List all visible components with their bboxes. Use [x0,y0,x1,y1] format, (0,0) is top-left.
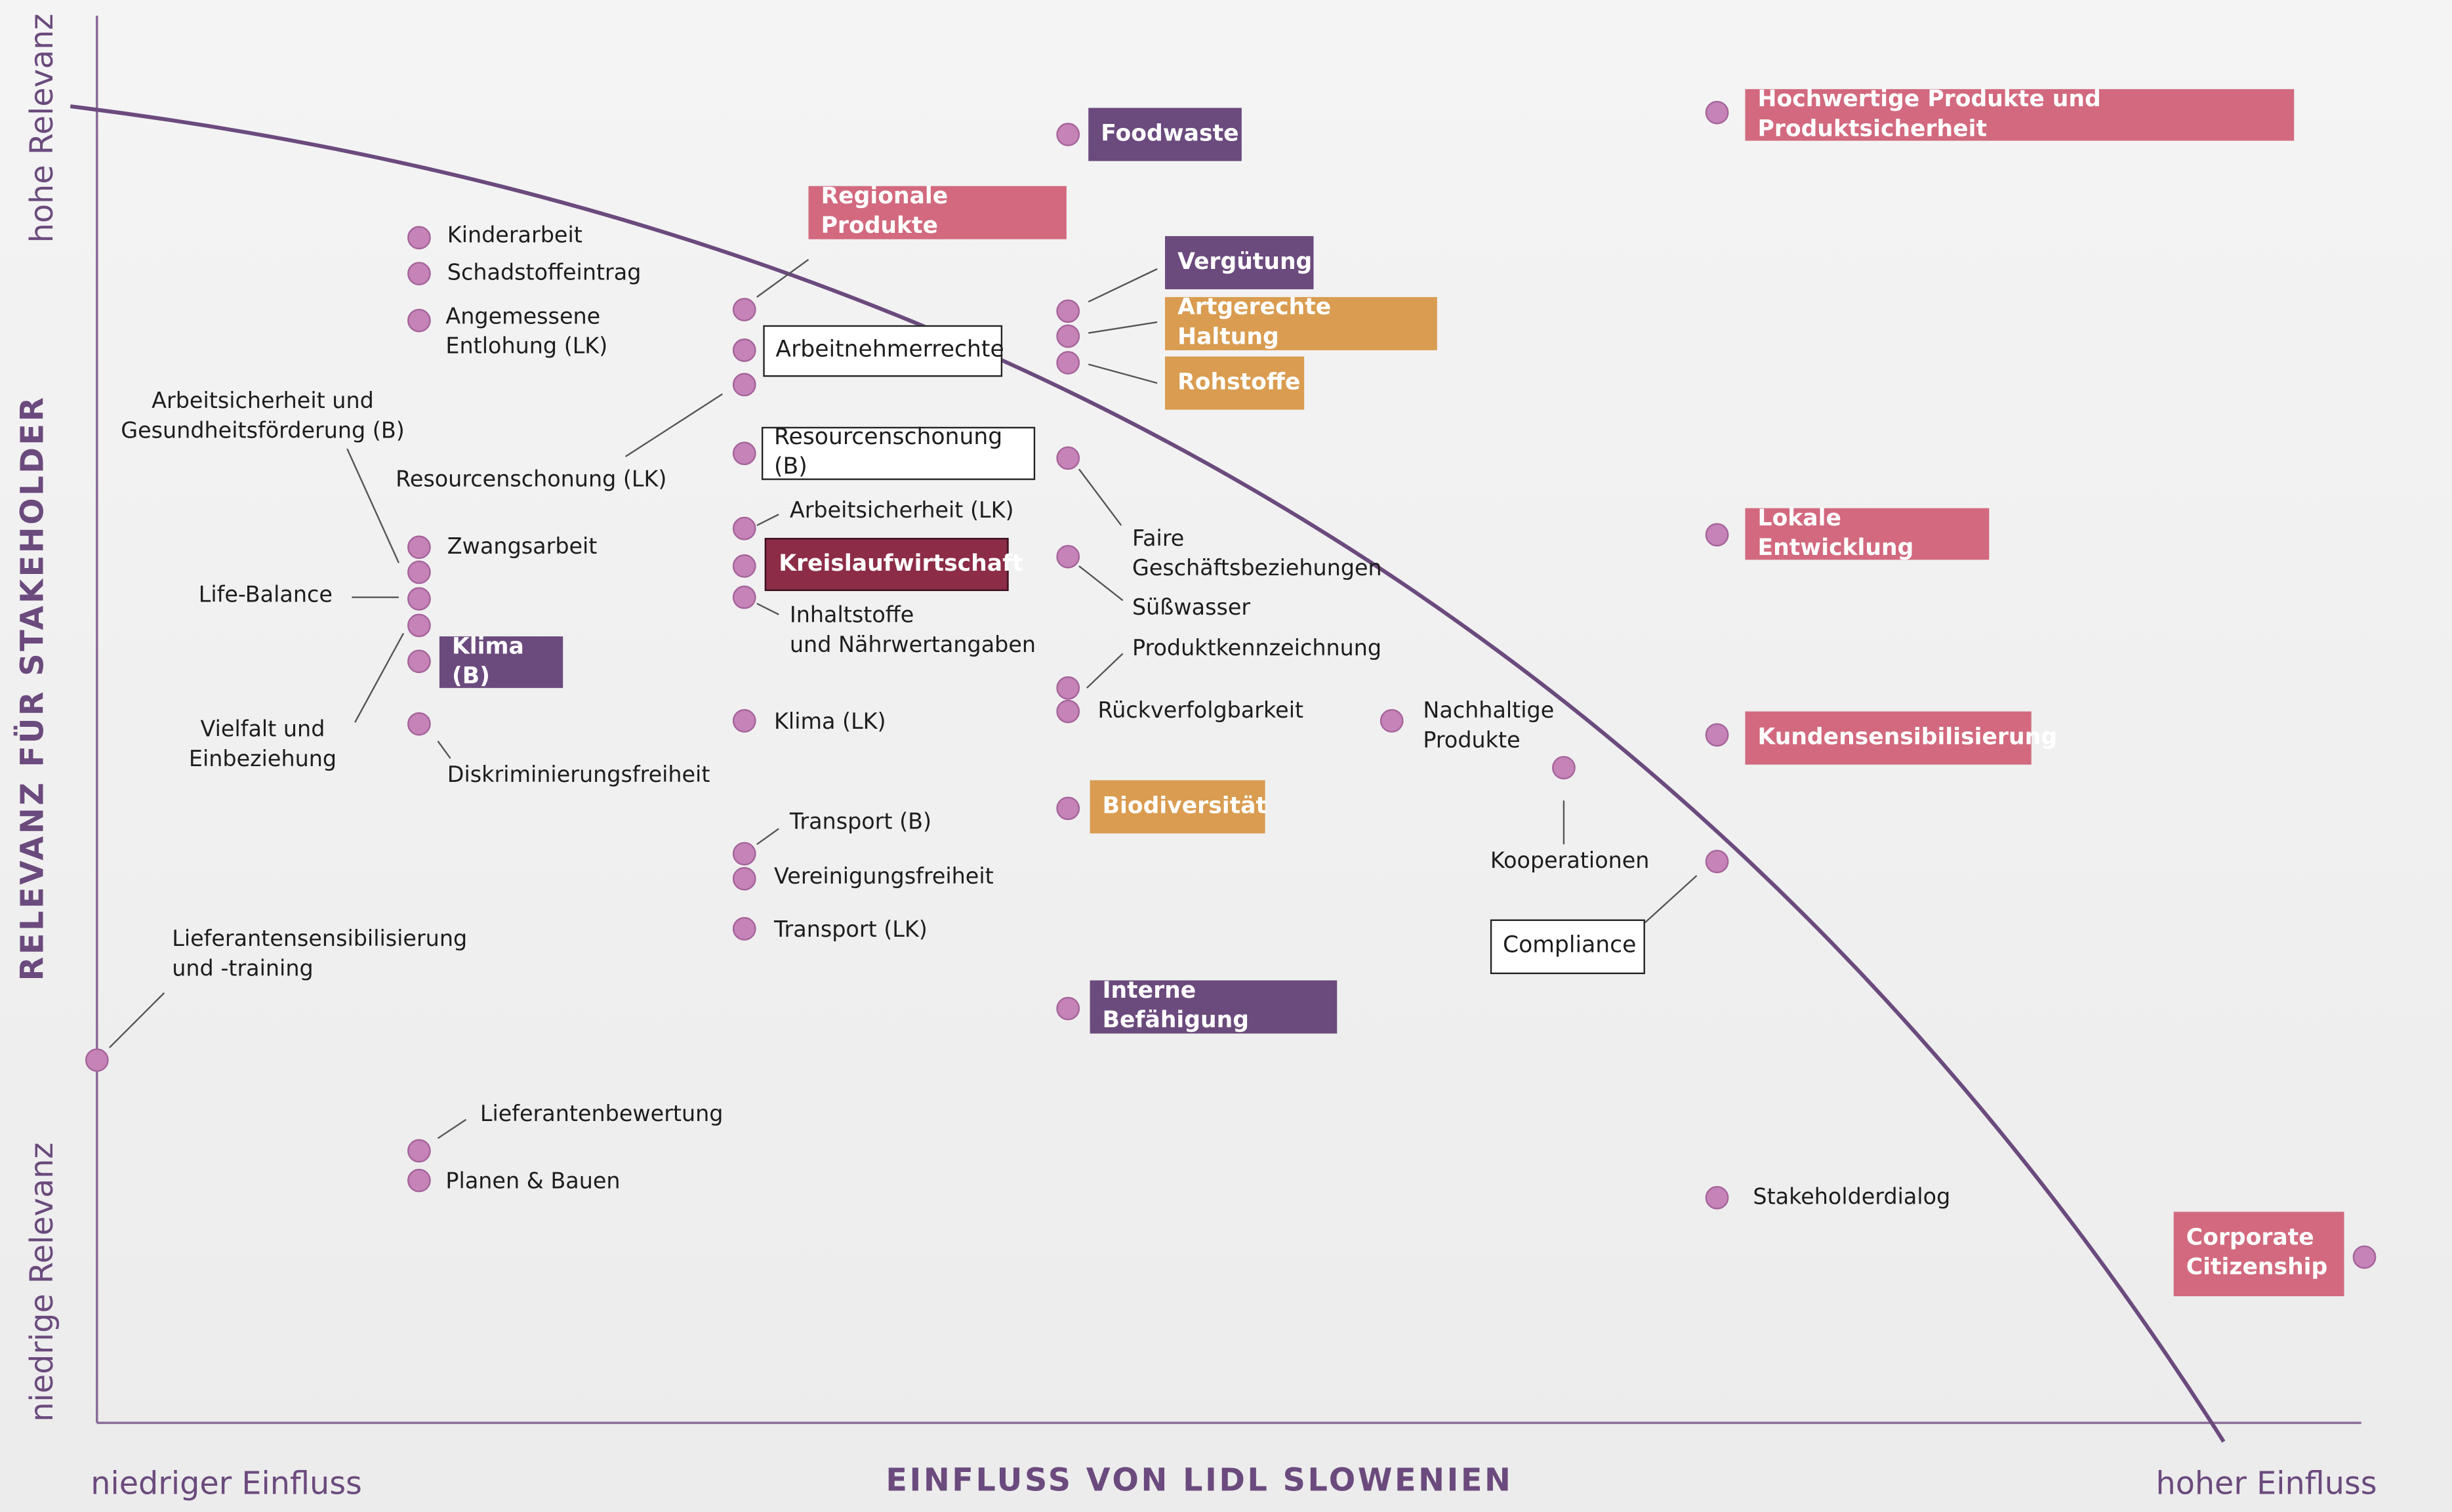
topic-dot [1379,708,1404,733]
topic-dot [732,842,756,866]
topic-dot [1705,1186,1729,1210]
topic-dot [407,613,431,638]
topic-dot [732,298,756,321]
topic-dot [732,917,756,941]
topic-dot [1056,996,1080,1021]
topic-dot [1056,299,1080,323]
threshold-curve [70,104,2226,1443]
topic-dot [407,262,431,286]
topic-label: Vereinigungsfreiheit [774,865,994,890]
topic-label: Produktkennzeichnung [1132,636,1382,662]
topic-dot [407,587,431,611]
topic-box: Klima (B) [439,634,563,689]
topic-dot [407,1139,431,1163]
topic-box: Interne Befähigung [1090,979,1338,1034]
topic-label: Lieferantenbewertung [480,1102,724,1128]
y-high-label: hohe Relevanz [24,14,60,243]
topic-dot [85,1048,109,1072]
y-title: RELEVANZ FÜR STAKEHOLDER [13,395,51,981]
topic-label: Diskriminierungsfreiheit [447,763,710,788]
topic-box: Arbeitnehmerrechte [763,325,1004,377]
topic-dot [1552,756,1576,780]
topic-box: Vergütung [1165,235,1314,289]
topic-label: Arbeitsicherheit und Gesundheitsförderun… [121,389,405,444]
topic-dot [732,338,756,362]
topic-box: Kreislaufwirtschaft [764,537,1023,592]
topic-dot [1056,676,1080,700]
topic-box: Regionale Produkte [808,184,1067,239]
x-high-label: hoher Einfluss [2156,1465,2377,1502]
leader-lines [109,258,1698,1139]
topic-dot [1705,849,1729,874]
topic-label: Transport (LK) [774,918,928,943]
topic-box: Biodiversität [1090,780,1267,834]
topic-dot [1705,523,1729,547]
topic-box: Hochwertige Produkte und Produktsicherhe… [1745,87,2295,142]
topic-label: Faire Geschäftsbeziehungen [1132,527,1382,582]
topic-dot [1056,351,1080,375]
topic-dot [1056,446,1080,470]
topic-dot [407,712,431,736]
topic-dot [732,441,756,466]
topic-label: Life-Balance [198,583,333,609]
topic-dot [1056,324,1080,348]
topic-dot [732,554,756,578]
topic-box: Foodwaste [1088,108,1242,161]
topic-dot [732,708,756,733]
topic-box: Rohstoffe [1165,356,1305,410]
topic-dot [1705,100,1729,125]
topic-box: Lokale Entwicklung [1745,506,1990,561]
topic-dot [732,516,756,541]
topic-label: Rückverfolgbarkeit [1097,699,1304,724]
topic-dot [732,867,756,891]
topic-label: Angemessene Entlohung (LK) [445,304,608,360]
topic-label: Schadstoffeintrag [447,261,642,287]
topic-dot [407,1168,431,1193]
topic-label: Inhaltstoffe und Nährwertangaben [789,603,1036,659]
topic-box: Corporate Citizenship [2173,1212,2344,1297]
topic-dot [1705,723,1729,747]
topic-label: Transport (B) [789,809,932,835]
topic-label: Zwangsarbeit [447,535,598,560]
topic-dot [1056,544,1080,569]
topic-dot [1056,123,1080,146]
topic-label: Nachhaltige Produkte [1423,699,1555,754]
topic-box: Resourcenschonung (B) [761,425,1036,480]
topic-dot [1056,796,1080,821]
y-low-label: niedrige Relevanz [24,1143,60,1422]
topic-dot [407,226,431,250]
topic-label: Vielfalt und Einbeziehung [188,718,337,773]
topic-dot [2352,1245,2377,1269]
topic-label: Planen & Bauen [445,1169,621,1195]
topic-box: Compliance [1490,919,1645,975]
topic-dot [407,649,431,674]
topic-label: Süßwasser [1132,596,1251,621]
topic-dot [732,585,756,609]
topic-label: Stakeholderdialog [1753,1185,1951,1210]
topic-label: Kooperationen [1490,849,1650,874]
topic-label: Arbeitsicherheit (LK) [789,499,1014,524]
x-low-label: niedriger Einfluss [91,1465,362,1502]
topic-label: Lieferantensensibilisierung und -trainin… [172,927,468,982]
topic-label: Resourcenschonung (LK) [396,467,667,493]
topic-dot [732,373,756,397]
x-title: EINFLUSS VON LIDL SLOWENIEN [886,1463,1513,1499]
topic-box: Artgerechte Haltung [1165,296,1437,350]
topic-dot [407,535,431,560]
topic-dot [1056,699,1080,724]
topic-box: Kundensensibilisierung [1745,711,2057,765]
topic-dot [407,560,431,584]
topic-label: Kinderarbeit [447,223,582,249]
topic-dot [407,308,431,333]
topic-label: Klima (LK) [774,710,886,735]
